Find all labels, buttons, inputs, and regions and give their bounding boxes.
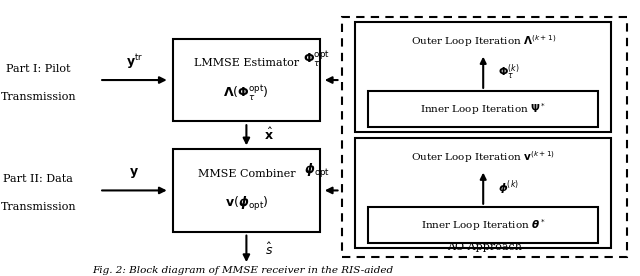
Text: $\mathbf{\Lambda}(\mathbf{\Phi}_\tau^{\mathrm{opt}})$: $\mathbf{\Lambda}(\mathbf{\Phi}_\tau^{\m…	[223, 84, 269, 104]
FancyBboxPatch shape	[368, 207, 598, 243]
Text: AO Approach: AO Approach	[447, 242, 522, 252]
Text: Transmission: Transmission	[1, 202, 76, 212]
Text: Fig. 2: Block diagram of MMSE receiver in the RIS-aided: Fig. 2: Block diagram of MMSE receiver i…	[93, 266, 394, 275]
Text: LMMSE Estimator: LMMSE Estimator	[194, 59, 299, 68]
Text: $\boldsymbol{\phi}^{(k)}$: $\boldsymbol{\phi}^{(k)}$	[499, 179, 519, 197]
FancyBboxPatch shape	[355, 138, 611, 248]
Text: Outer Loop Iteration $\mathbf{\Lambda}^{(k+1)}$: Outer Loop Iteration $\mathbf{\Lambda}^{…	[411, 33, 556, 49]
Text: $\mathbf{v}(\boldsymbol{\phi}_{\mathrm{opt}})$: $\mathbf{v}(\boldsymbol{\phi}_{\mathrm{o…	[225, 195, 268, 213]
Text: MMSE Combiner: MMSE Combiner	[198, 169, 295, 179]
Text: $\hat{\mathbf{x}}$: $\hat{\mathbf{x}}$	[264, 127, 274, 143]
Text: $\mathbf{\Phi}_\tau^{(k)}$: $\mathbf{\Phi}_\tau^{(k)}$	[498, 63, 520, 82]
FancyBboxPatch shape	[368, 91, 598, 127]
Text: $\mathbf{y}$: $\mathbf{y}$	[129, 166, 140, 179]
Text: Inner Loop Iteration $\mathbf{\Psi}^*$: Inner Loop Iteration $\mathbf{\Psi}^*$	[420, 101, 547, 117]
Text: $\boldsymbol{\phi}_{\mathrm{opt}}$: $\boldsymbol{\phi}_{\mathrm{opt}}$	[304, 162, 330, 180]
Text: $\mathbf{y}^{\mathrm{tr}}$: $\mathbf{y}^{\mathrm{tr}}$	[125, 53, 143, 71]
Text: Outer Loop Iteration $\mathbf{v}^{(k+1)}$: Outer Loop Iteration $\mathbf{v}^{(k+1)}…	[412, 149, 555, 165]
Text: Part II: Data: Part II: Data	[3, 174, 74, 184]
FancyBboxPatch shape	[342, 17, 627, 257]
FancyBboxPatch shape	[355, 22, 611, 132]
Text: $\mathbf{\Phi}_\tau^{\mathrm{opt}}$: $\mathbf{\Phi}_\tau^{\mathrm{opt}}$	[303, 50, 330, 69]
FancyBboxPatch shape	[173, 149, 320, 232]
Text: $\hat{s}$: $\hat{s}$	[265, 242, 273, 258]
Text: Part I: Pilot: Part I: Pilot	[6, 64, 70, 74]
Text: Inner Loop Iteration $\boldsymbol{\theta}^*$: Inner Loop Iteration $\boldsymbol{\theta…	[421, 217, 545, 233]
FancyBboxPatch shape	[173, 39, 320, 121]
Text: Transmission: Transmission	[1, 92, 76, 102]
